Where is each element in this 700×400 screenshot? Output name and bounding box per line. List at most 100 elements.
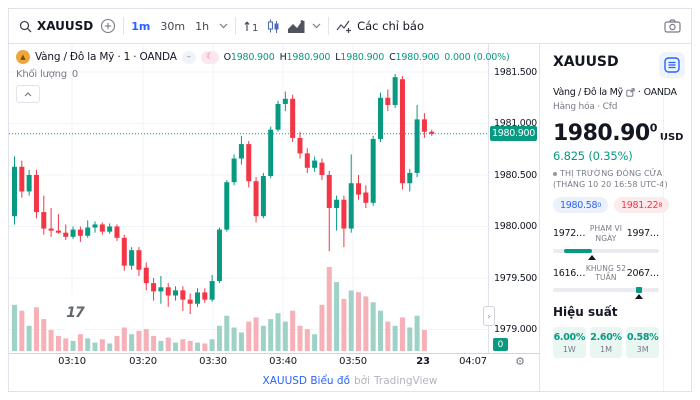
volume-bar <box>158 340 164 351</box>
volume-bar <box>180 339 186 351</box>
ohlc-pair: H 1980.900 <box>280 52 331 63</box>
candle-body <box>92 224 98 228</box>
volume-zero-label: 0 <box>493 338 508 351</box>
candle-body <box>421 119 427 132</box>
attribution-brand: TradingView <box>374 374 438 387</box>
candle-body <box>363 192 369 203</box>
compare-add-button[interactable] <box>100 18 116 34</box>
tradingview-logo[interactable]: 17 <box>56 294 94 332</box>
volume-bar <box>129 334 135 351</box>
volume-bar <box>107 343 113 351</box>
ohlc-value: 1980.900 <box>395 51 440 63</box>
candle-body <box>407 172 413 184</box>
interval-1m[interactable]: 1m <box>131 19 151 33</box>
volume-bar <box>33 307 39 351</box>
day-range-fill <box>563 248 593 253</box>
chevron-up-icon <box>24 91 32 96</box>
volume-bar <box>136 330 142 351</box>
plus-circle-icon <box>101 18 116 34</box>
price-tick-label: 1979.500 <box>494 272 537 284</box>
indicators-button[interactable]: Các chỉ báo <box>336 19 424 33</box>
area-style-button[interactable] <box>288 19 305 33</box>
candle-body <box>33 175 39 213</box>
interval-1h[interactable]: 1h <box>195 19 210 33</box>
volume-bar <box>77 334 83 351</box>
price-axis-handle[interactable]: › <box>483 306 495 326</box>
toolbar-separator <box>235 17 237 35</box>
indicators-icon <box>336 20 352 33</box>
panel-symbol-name[interactable]: Vàng / Đô la Mỹ <box>553 87 623 98</box>
time-tick-label: 04:07 <box>459 356 487 367</box>
candle-body <box>26 175 32 192</box>
panel-sep: · <box>637 87 641 98</box>
time-axis[interactable]: 03:10 03:20 03:30 03:40 03:50 23 04:07 ⚙ <box>9 353 539 371</box>
price-chart-canvas[interactable] <box>9 44 489 353</box>
candle-body <box>334 199 340 208</box>
snapshot-button[interactable] <box>664 19 681 33</box>
volume-bar <box>356 292 362 351</box>
candle-body <box>143 267 149 284</box>
candle-body <box>370 138 376 203</box>
volume-bar <box>41 319 47 351</box>
volume-bar <box>48 330 54 351</box>
axis-settings-gear-icon[interactable]: ⚙ <box>515 355 525 368</box>
candle-body <box>429 131 435 134</box>
toolbar-symbol-label: XAUUSD <box>37 19 94 33</box>
candle-body <box>312 160 318 168</box>
candle-body <box>19 166 25 192</box>
candle-body <box>216 229 222 282</box>
panel-price: 1980.900 <box>553 121 657 146</box>
legend-collapse-button[interactable] <box>16 85 40 103</box>
panel-symbol: XAUUSD <box>553 54 619 70</box>
ask-pill[interactable]: 1981.22 8 <box>614 197 670 213</box>
volume-bar <box>165 337 171 351</box>
bid-pill[interactable]: 1980.58 0 <box>553 197 609 213</box>
ohlc-pair: O 1980.900 <box>224 52 275 63</box>
ohlc-value: 1980.900 <box>230 51 275 63</box>
volume-value: 0 <box>71 69 79 80</box>
candle-body <box>77 229 83 236</box>
volume-bar <box>378 310 383 351</box>
panel-scroll-divider <box>663 87 664 391</box>
volume-bar <box>121 327 127 351</box>
day-range-low: 1972… <box>553 228 586 240</box>
ohlc-values: O 1980.900 H 1980.900 L 1980.900 C 1980.900 0.00… <box>224 52 510 63</box>
chart-attribution-link[interactable]: XAUUSD Biểu đồ <box>262 374 351 387</box>
week52-low: 1616… <box>553 267 586 279</box>
candle-body <box>165 287 171 296</box>
price-tick-label: 1981.000 <box>494 118 537 129</box>
price-axis[interactable]: 1981.500 1981.000 1980.500 1980.000 1979.500… <box>488 44 539 353</box>
panel-menu-button[interactable] <box>659 52 685 78</box>
volume-bar <box>246 321 252 351</box>
candles-style-button[interactable] <box>266 19 281 34</box>
bar-change-icon-button[interactable]: 1 <box>243 19 259 33</box>
candle-body <box>260 176 266 217</box>
interval-30m[interactable]: 30m <box>160 19 186 33</box>
perf-tile-3m: 0.58% 3M <box>626 327 660 358</box>
week52-current-marker <box>635 287 642 293</box>
legend-minus-pill[interactable]: – <box>181 50 196 64</box>
candle-body <box>70 229 76 237</box>
legend-symbol-title[interactable]: Vàng / Đô la Mỹ · 1 · OANDA <box>35 51 177 63</box>
volume-bar <box>407 327 413 351</box>
candle-body <box>238 144 244 159</box>
week52-range-block: 1616… KHUNG 52 TUẦN 2067… <box>553 264 659 299</box>
volume-bar <box>414 315 420 351</box>
candle-body <box>341 199 347 229</box>
symbol-search-button[interactable]: XAUUSD <box>19 19 93 33</box>
volume-bar <box>253 317 259 351</box>
symbol-info-panel: XAUUSD Vàng / Đô la Mỹ · <box>539 44 691 391</box>
candle-body <box>209 281 215 300</box>
volume-bar <box>55 335 61 351</box>
volume-bar <box>341 298 347 351</box>
candle-body <box>55 230 61 233</box>
volume-bar <box>63 338 69 351</box>
toolbar-separator <box>328 17 330 35</box>
style-chevron-down-icon[interactable] <box>312 23 321 29</box>
ohlc-key: C <box>389 51 396 63</box>
external-link-icon[interactable] <box>626 88 635 97</box>
market-closed-moon-icon[interactable]: ☾ <box>200 50 219 64</box>
ohlc-key: O <box>223 51 231 63</box>
interval-chevron-down-icon[interactable] <box>219 23 228 29</box>
